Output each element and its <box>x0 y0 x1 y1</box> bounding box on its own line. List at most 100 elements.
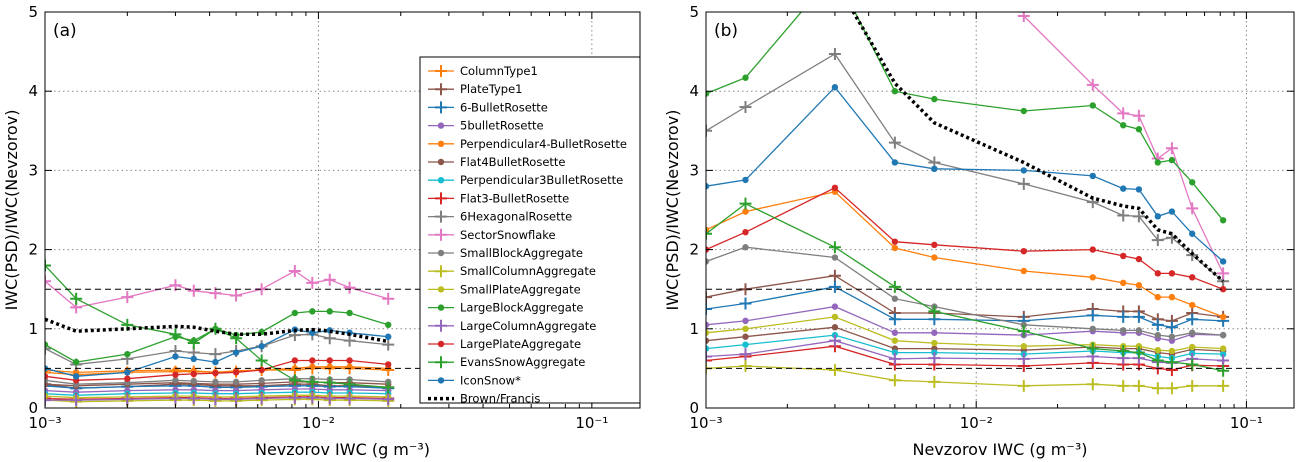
y-tick-label: 2 <box>689 241 699 259</box>
series-line <box>706 86 1224 262</box>
data-point <box>1135 126 1143 133</box>
data-point <box>385 321 392 329</box>
data-point <box>1154 293 1162 301</box>
data-point <box>172 377 179 384</box>
data-point <box>1120 122 1127 129</box>
data-point <box>1135 282 1143 289</box>
data-point <box>382 292 395 305</box>
y-tick-label: 4 <box>689 82 699 100</box>
data-point <box>1135 343 1143 350</box>
y-tick-label: 3 <box>28 161 38 179</box>
data-point <box>326 363 333 371</box>
x-tick-label: 10⁻³ <box>689 414 722 432</box>
data-point <box>382 338 395 351</box>
data-point <box>232 369 240 376</box>
data-point <box>1017 325 1030 338</box>
data-point <box>1188 343 1196 351</box>
data-point <box>742 228 749 236</box>
data-point <box>1151 318 1164 331</box>
legend-item: LargeBlockAggregate <box>428 301 583 315</box>
data-point <box>323 392 336 405</box>
legend-marker <box>437 122 445 129</box>
data-point <box>309 308 316 315</box>
data-point <box>742 176 749 184</box>
data-point <box>70 394 83 407</box>
legend-marker <box>437 377 445 384</box>
legend-item: Perpendicular3BulletRosette <box>428 173 623 187</box>
y-axis-label: IWC(PSD)/IWC(Nevzorov) <box>2 110 21 311</box>
data-point <box>739 197 752 210</box>
legend-item: SmallBlockAggregate <box>428 246 583 260</box>
data-point <box>831 313 839 321</box>
panel-a: 10⁻³ 10⁻² 10⁻¹ 0 1 2 3 4 5 Nevzorov IWC (g m⁻³) IW… <box>2 3 641 459</box>
data-point <box>230 393 243 406</box>
data-point <box>1086 342 1099 355</box>
data-point <box>1188 230 1196 237</box>
data-point <box>1117 379 1130 392</box>
data-point <box>70 292 83 305</box>
data-point <box>706 303 712 315</box>
data-point <box>45 366 51 379</box>
data-point <box>1017 352 1030 365</box>
x-tick-label: 10⁻² <box>302 414 335 432</box>
legend-box <box>419 56 641 404</box>
data-point <box>831 84 839 91</box>
data-point <box>309 363 316 371</box>
data-point <box>288 264 301 277</box>
data-point <box>258 377 265 384</box>
data-point <box>1117 209 1130 222</box>
series-line <box>706 12 1224 221</box>
data-point <box>306 391 319 404</box>
legend-item: LargePlateAggregate <box>428 337 581 351</box>
y-tick-label: 4 <box>28 82 38 100</box>
x-tick-label: 10⁻³ <box>28 414 61 432</box>
data-point <box>828 363 841 376</box>
legend-item: LargeColumnAggregate <box>428 319 596 333</box>
data-point <box>931 254 938 261</box>
data-point <box>1089 172 1096 180</box>
panel-b: 10⁻³ 10⁻² 10⁻¹ 0 1 2 3 4 5 Nevzorov IWC (g m⁻³) IW… <box>663 3 1295 459</box>
data-point <box>323 332 336 345</box>
data-point <box>891 159 899 166</box>
data-point <box>891 88 899 95</box>
data-point <box>742 333 749 340</box>
data-point <box>1020 167 1027 174</box>
data-point <box>1117 310 1130 323</box>
data-point <box>831 303 839 310</box>
data-point <box>931 95 938 103</box>
data-point <box>1120 327 1127 334</box>
legend-label: SmallColumnAggregate <box>460 264 596 278</box>
legend-marker <box>435 192 447 205</box>
data-point <box>72 358 80 366</box>
data-point <box>1132 210 1145 223</box>
y-axis-label: IWC(PSD)/IWC(Nevzorov) <box>663 110 682 311</box>
legend-marker <box>437 249 445 257</box>
legend-label: ColumnType1 <box>460 64 538 78</box>
data-point <box>928 352 941 365</box>
legend-item: SmallPlateAggregate <box>428 282 581 296</box>
data-point <box>1186 313 1199 326</box>
data-point <box>1089 325 1096 332</box>
data-point <box>306 375 319 388</box>
data-point <box>1132 379 1145 392</box>
data-point <box>891 295 899 302</box>
data-point <box>1132 310 1145 323</box>
data-point <box>187 284 200 297</box>
data-point <box>742 208 749 215</box>
legend-label: EvansSnowAggregate <box>460 355 585 369</box>
data-point <box>121 291 134 304</box>
series-line <box>706 286 1224 328</box>
data-point <box>1165 321 1178 334</box>
data-point <box>306 276 319 289</box>
data-point <box>45 341 49 348</box>
data-point <box>346 309 353 317</box>
data-point <box>45 259 51 272</box>
data-point <box>45 394 51 407</box>
data-point <box>742 74 749 81</box>
data-point <box>124 350 131 358</box>
data-point <box>291 365 299 372</box>
data-point <box>209 393 222 406</box>
data-point <box>831 254 839 261</box>
data-point <box>706 350 712 363</box>
